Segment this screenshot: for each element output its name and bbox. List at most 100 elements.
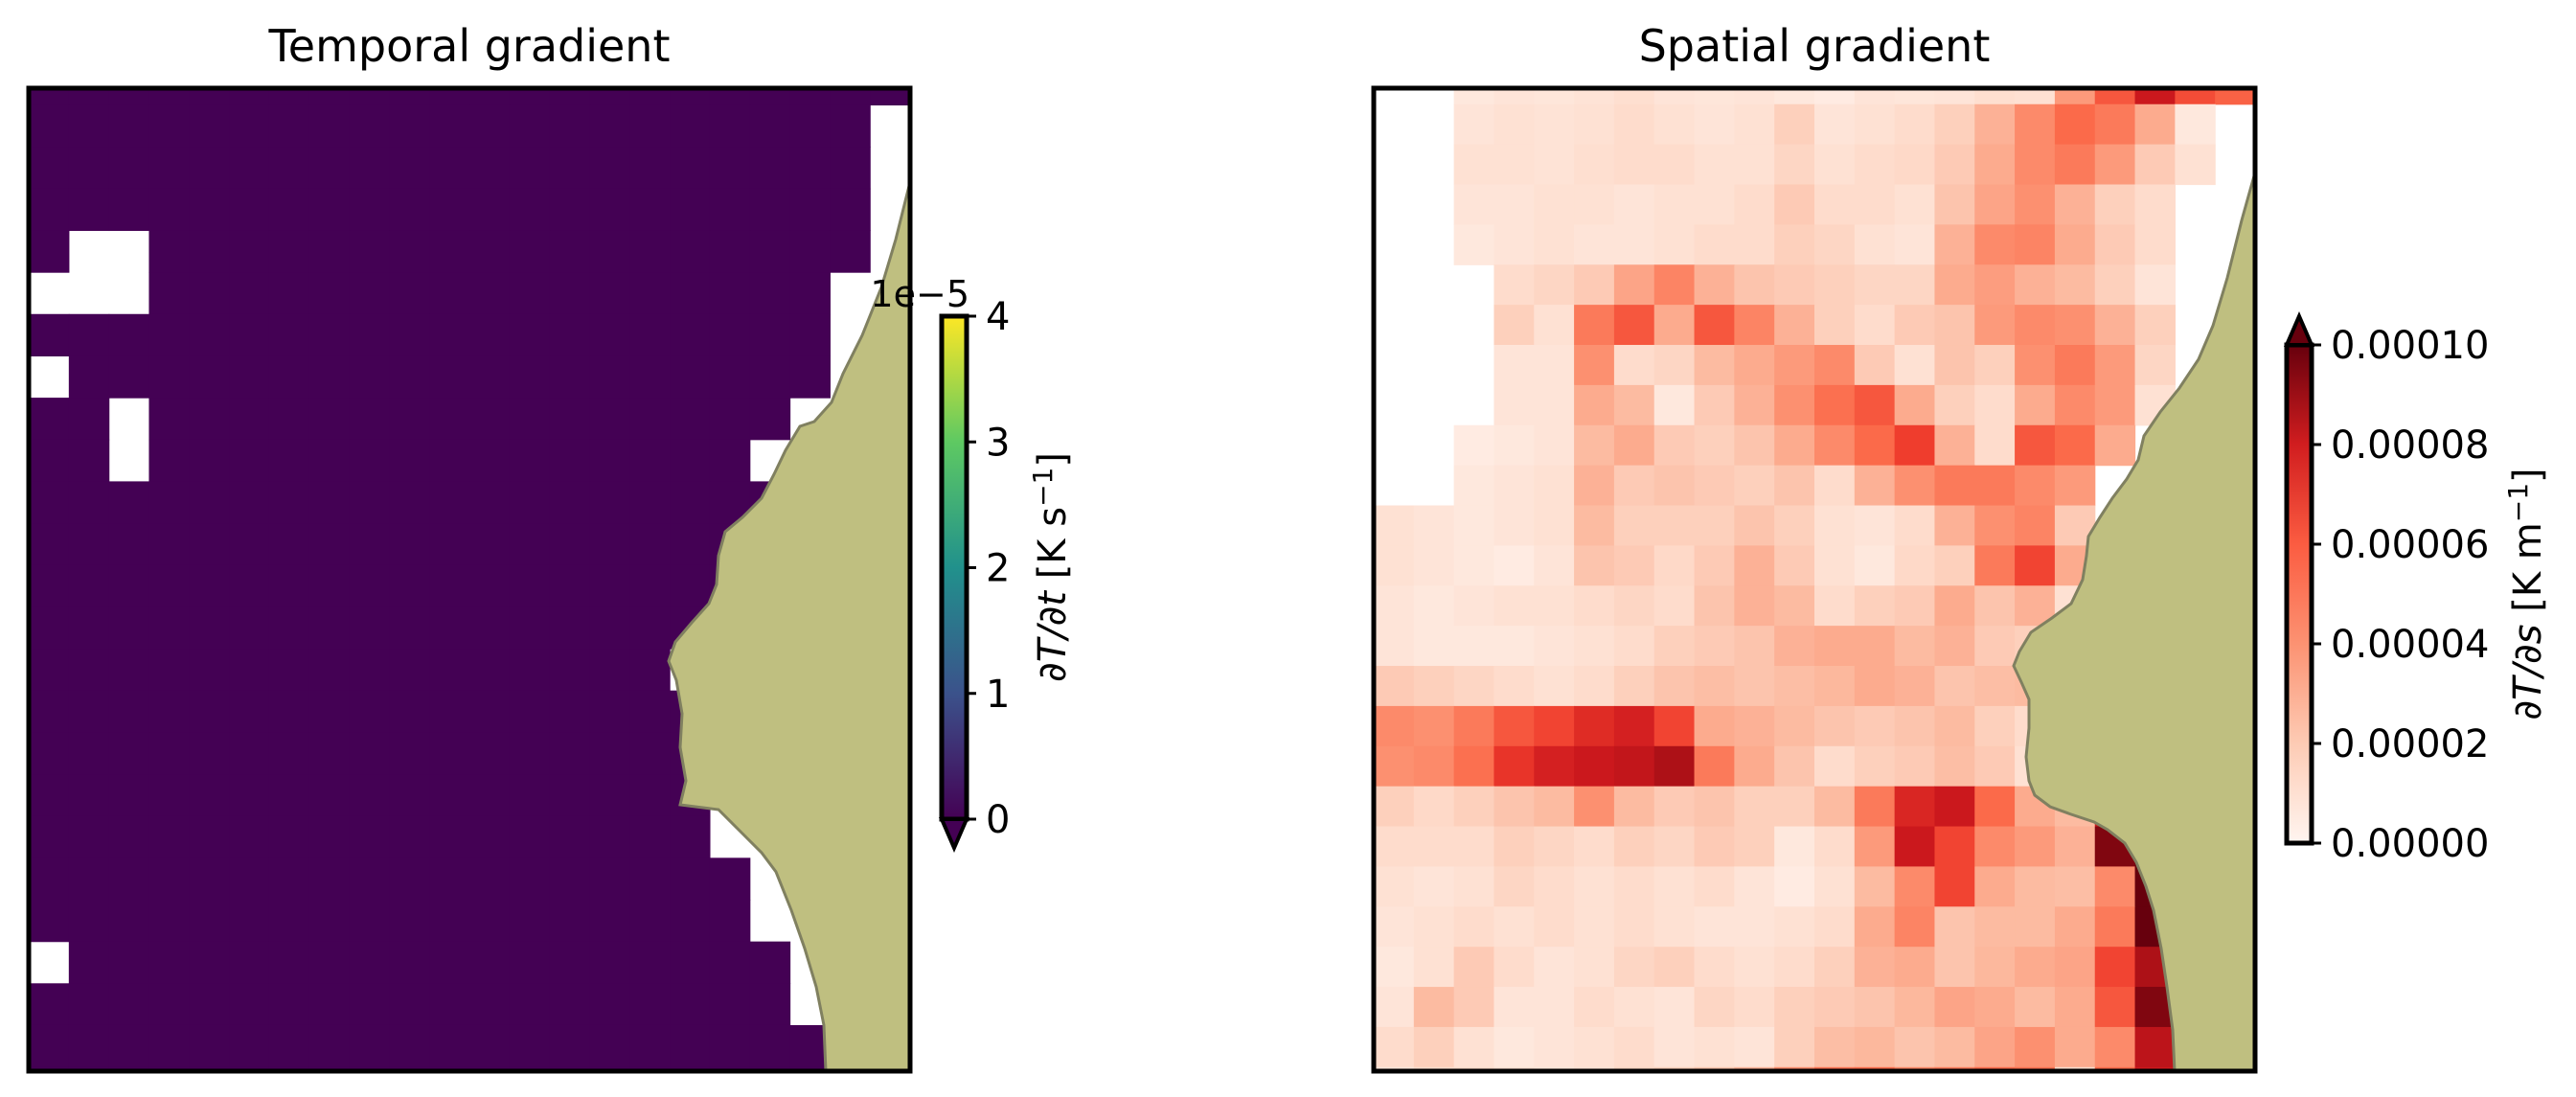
- heatmap-cell: [1774, 103, 1815, 146]
- heatmap-cell: [589, 732, 630, 775]
- heatmap-cell: [2054, 1026, 2096, 1068]
- heatmap-cell: [629, 649, 671, 692]
- heatmap-cell: [108, 606, 150, 650]
- heatmap-cell: [189, 732, 230, 775]
- heatmap-cell: [629, 941, 671, 984]
- heatmap-cell: [389, 606, 430, 650]
- heatmap-cell: [349, 147, 390, 190]
- heatmap-cell: [2094, 103, 2136, 146]
- heatmap-cell: [1854, 345, 1896, 386]
- heatmap-cell: [1453, 184, 1495, 225]
- heatmap-cell: [1493, 345, 1535, 386]
- heatmap-cell: [589, 690, 630, 733]
- heatmap-cell: [268, 523, 310, 566]
- heatmap-cell: [670, 104, 711, 148]
- heatmap-cell: [1774, 545, 1815, 586]
- heatmap-cell: [670, 313, 711, 357]
- heatmap-cell: [148, 857, 190, 901]
- heatmap-cell: [429, 732, 470, 775]
- heatmap-cell: [229, 104, 270, 148]
- heatmap-cell: [429, 941, 470, 984]
- heatmap-cell: [509, 230, 551, 273]
- heatmap-cell: [1493, 666, 1535, 707]
- heatmap-cell: [1574, 826, 1615, 868]
- heatmap-cell: [29, 900, 70, 943]
- heatmap-cell: [268, 147, 310, 190]
- heatmap-cell: [870, 88, 910, 106]
- heatmap-cell: [469, 481, 511, 524]
- heatmap-cell: [1653, 826, 1696, 868]
- heatmap-cell: [2094, 345, 2136, 386]
- heatmap-cell: [1814, 1026, 1856, 1068]
- heatmap-cell: [1534, 666, 1575, 707]
- heatmap-cell: [229, 272, 270, 315]
- heatmap-cell: [429, 857, 470, 901]
- heatmap-cell: [1374, 906, 1415, 948]
- heatmap-cell: [1774, 987, 1815, 1028]
- heatmap-cell: [1493, 264, 1535, 306]
- heatmap-cell: [1493, 305, 1535, 346]
- heatmap-cell: [389, 398, 430, 441]
- heatmap-cell: [189, 355, 230, 399]
- heatmap-cell: [1574, 88, 1615, 105]
- heatmap-cell: [68, 815, 110, 858]
- heatmap-cell: [549, 313, 591, 357]
- heatmap-cell: [469, 941, 511, 984]
- heatmap-cell: [2094, 264, 2136, 306]
- heatmap-cell: [1974, 705, 2016, 747]
- heatmap-cell: [229, 649, 270, 692]
- heatmap-cell: [1453, 585, 1495, 627]
- heatmap-cell: [1453, 103, 1495, 146]
- heatmap-cell: [1413, 826, 1455, 868]
- heatmap-cell: [68, 774, 110, 817]
- heatmap-cell: [1574, 545, 1615, 586]
- heatmap-cell: [1894, 626, 1936, 667]
- heatmap-cell: [509, 439, 551, 482]
- heatmap-cell: [1974, 224, 2016, 265]
- heatmap-cell: [789, 104, 831, 148]
- heatmap-cell: [1774, 88, 1815, 105]
- heatmap-cell: [1653, 1026, 1696, 1068]
- heatmap-cell: [2054, 424, 2096, 467]
- heatmap-cell: [389, 355, 430, 399]
- heatmap-cell: [1814, 384, 1856, 426]
- heatmap-cell: [429, 104, 470, 148]
- heatmap-cell: [1694, 826, 1735, 868]
- heatmap-cell: [308, 88, 351, 106]
- heatmap-cell: [1413, 505, 1455, 547]
- heatmap-cell: [1934, 88, 1975, 105]
- heatmap-cell: [308, 147, 351, 190]
- heatmap-cell: [429, 815, 470, 858]
- heatmap-cell: [1814, 987, 1856, 1028]
- heatmap-cell: [229, 1024, 270, 1068]
- heatmap-cell: [1493, 184, 1535, 225]
- heatmap-cell: [68, 439, 110, 482]
- heatmap-cell: [509, 188, 551, 232]
- heatmap-cell: [549, 649, 591, 692]
- heatmap-cell: [1814, 424, 1856, 467]
- heatmap-cell: [1814, 786, 1856, 828]
- spatial-gradient-title: Spatial gradient: [1639, 20, 1991, 72]
- heatmap-cell: [1653, 264, 1696, 306]
- heatmap-cell: [1814, 545, 1856, 586]
- heatmap-cell: [429, 188, 470, 232]
- heatmap-cell: [229, 606, 270, 650]
- heatmap-cell: [189, 941, 230, 984]
- heatmap-cell: [429, 355, 470, 399]
- heatmap-cell: [1814, 103, 1856, 146]
- heatmap-cell: [749, 313, 791, 357]
- temporal-colorbar-gradient: [939, 313, 969, 822]
- heatmap-cell: [308, 439, 351, 482]
- heatmap-cell: [2134, 184, 2176, 225]
- heatmap-cell: [1534, 906, 1575, 948]
- heatmap-cell: [1653, 144, 1696, 186]
- heatmap-cell: [1934, 264, 1975, 306]
- heatmap-cell: [108, 732, 150, 775]
- heatmap-cell: [1453, 144, 1495, 186]
- heatmap-cell: [108, 900, 150, 943]
- heatmap-cell: [1374, 1026, 1415, 1068]
- heatmap-cell: [268, 815, 310, 858]
- heatmap-cell: [268, 606, 310, 650]
- heatmap-cell: [1613, 264, 1655, 306]
- heatmap-cell: [1934, 305, 1975, 346]
